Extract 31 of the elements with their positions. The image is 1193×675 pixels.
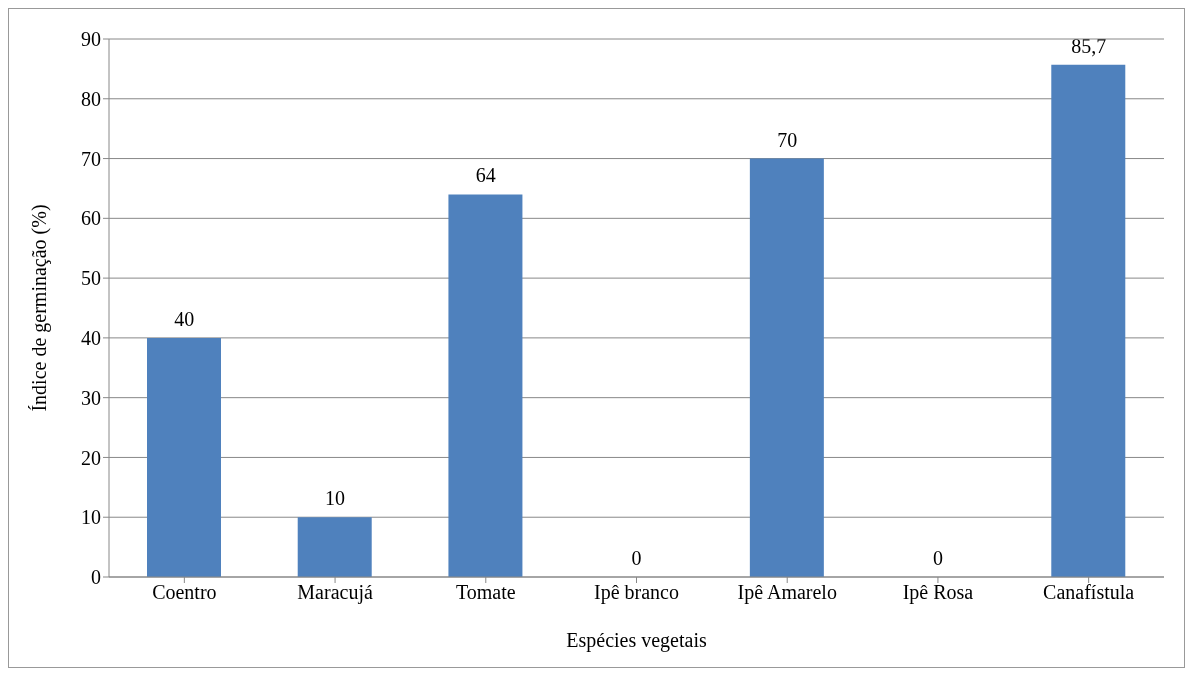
x-tick-label: Ipê Amarelo xyxy=(737,581,837,605)
y-tick-label: 80 xyxy=(81,87,101,110)
y-tick-label: 0 xyxy=(91,566,101,589)
bar xyxy=(448,194,523,577)
x-tick-label: Ipê branco xyxy=(594,581,679,605)
y-tick-label: 40 xyxy=(81,326,101,349)
y-tick-label: 70 xyxy=(81,147,101,170)
data-label: 0 xyxy=(631,547,642,569)
bar xyxy=(1051,64,1126,577)
y-axis-title: Índice de germinação (%) xyxy=(28,204,52,412)
y-tick-label: 50 xyxy=(81,267,101,290)
x-tick-label: Canafístula xyxy=(1043,581,1135,604)
x-tick-label: Ipê Rosa xyxy=(902,581,974,605)
data-label: 85,7 xyxy=(1071,34,1107,57)
data-label: 40 xyxy=(174,307,195,330)
y-tick-label: 30 xyxy=(81,386,101,409)
data-label: 64 xyxy=(475,164,496,187)
y-tick-label: 60 xyxy=(81,207,101,230)
bar xyxy=(297,517,372,577)
x-tick-label: Maracujá xyxy=(297,581,373,605)
bar xyxy=(749,158,824,577)
data-label: 70 xyxy=(777,128,798,151)
x-axis-title: Espécies vegetais xyxy=(566,629,707,652)
y-tick-label: 10 xyxy=(81,506,101,529)
x-tick-label: Coentro xyxy=(152,581,217,604)
data-label: 0 xyxy=(932,547,943,569)
data-label: 10 xyxy=(325,487,346,510)
bar xyxy=(147,337,221,577)
y-tick-label: 20 xyxy=(81,446,101,469)
x-tick-label: Tomate xyxy=(455,581,516,604)
y-tick-label: 90 xyxy=(81,28,101,51)
